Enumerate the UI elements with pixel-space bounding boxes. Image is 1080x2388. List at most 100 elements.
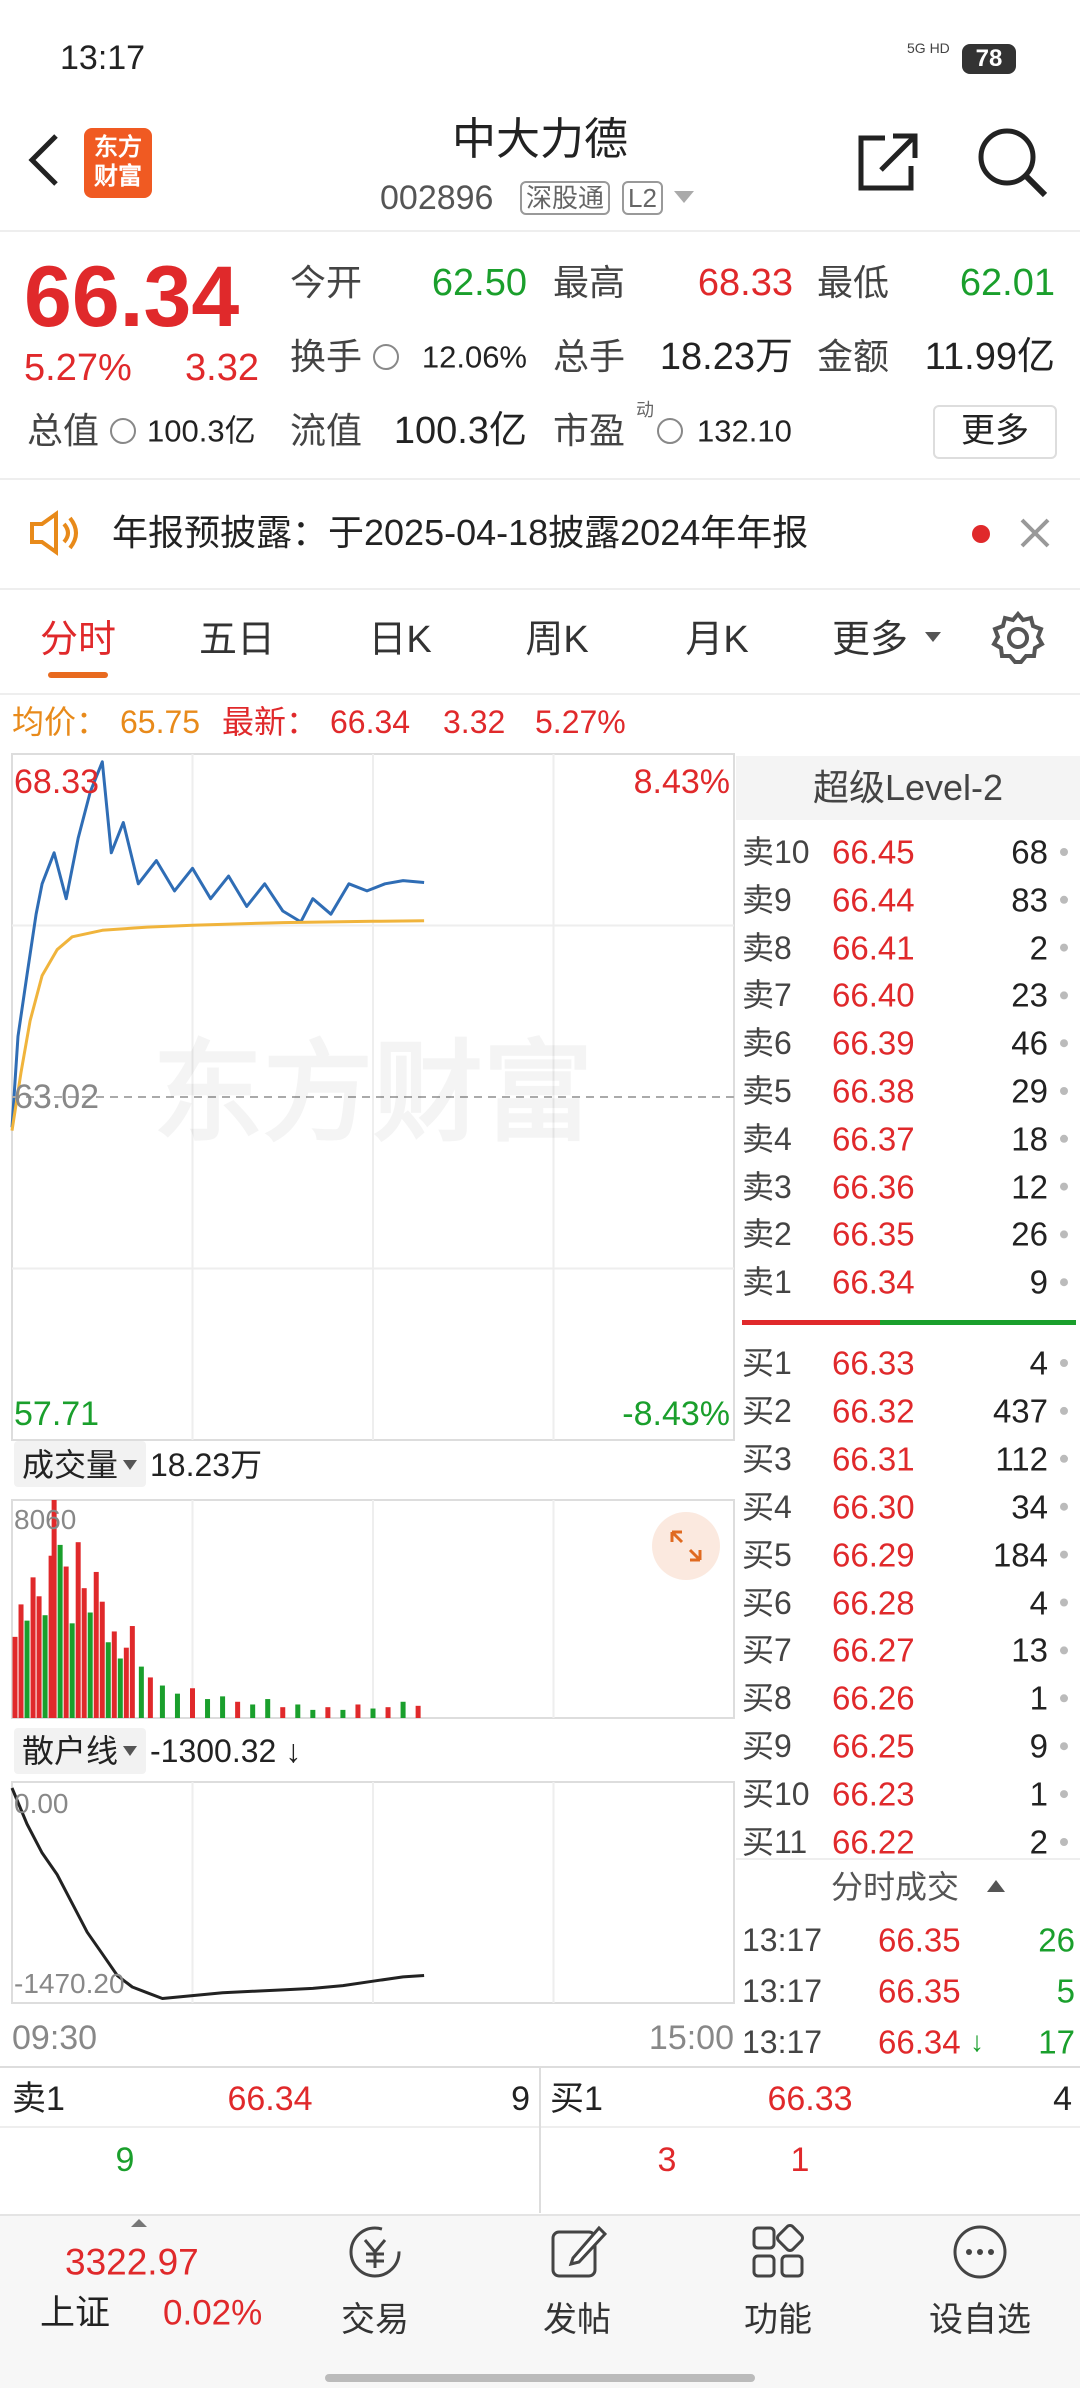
status-network: 5G HD (907, 40, 950, 56)
tab[interactable]: 分时 (39, 619, 117, 661)
stat-label: 总手 (553, 336, 626, 377)
y2-tick-label: 8.43% (633, 763, 730, 801)
volume-bar (57, 1544, 63, 1718)
post-icon[interactable] (547, 2222, 607, 2282)
book-price: 66.25 (832, 1727, 915, 1765)
trade-price: 66.35 (878, 1972, 961, 2010)
back-button[interactable] (24, 130, 64, 190)
volume-bar (42, 1615, 48, 1718)
book-dot (1060, 991, 1068, 1000)
nav-label[interactable]: 设自选 (929, 2301, 1031, 2339)
book-volume: 13 (1011, 1631, 1048, 1669)
more-button[interactable] (933, 405, 1057, 459)
close-button[interactable] (1018, 516, 1052, 550)
nav-label[interactable]: 功能 (744, 2301, 812, 2339)
tab[interactable]: 五日 (198, 619, 276, 661)
divider (736, 1858, 1080, 1860)
bid1-volume: 4 (1053, 2080, 1072, 2118)
book-volume: 2 (1029, 929, 1048, 967)
book-label: 卖1 (742, 1264, 792, 1301)
book-label: 卖10 (742, 834, 810, 870)
indicator-value: -1300.32 ↓ (150, 1733, 302, 1769)
book-label: 卖5 (742, 1073, 792, 1109)
info-icon[interactable] (110, 418, 136, 444)
notice-bar[interactable] (0, 478, 1080, 590)
change-pct: 5.27% (24, 347, 132, 389)
book-price: 66.41 (832, 929, 915, 967)
info-icon[interactable] (373, 344, 399, 370)
book-price: 66.36 (832, 1168, 915, 1206)
volume-bar (235, 1701, 241, 1718)
watchlist-icon[interactable] (950, 2222, 1010, 2282)
line-series (10, 919, 425, 1131)
info-icon[interactable] (657, 418, 683, 444)
trade-time: 13:17 (742, 1973, 823, 2009)
volume-bar (250, 1704, 256, 1718)
nav-label[interactable]: 交易 (341, 2301, 409, 2339)
index-value[interactable]: 3322.97 (65, 2241, 199, 2283)
volume-bar (129, 1626, 135, 1718)
volume-bar (340, 1709, 346, 1718)
book-volume: 12 (1011, 1168, 1048, 1206)
indicator-selector[interactable] (14, 1728, 146, 1774)
tab-indicator (48, 672, 108, 678)
book-volume: 1 (1029, 1679, 1048, 1717)
indicator-selector[interactable] (14, 1441, 146, 1487)
ask-bar (742, 1320, 880, 1325)
stat-label: 总值 (27, 410, 100, 451)
tab[interactable]: 月K (685, 619, 749, 661)
tab[interactable]: 周K (525, 619, 589, 661)
stat-label: 流值 (290, 410, 363, 451)
book-price: 66.34 (832, 1263, 915, 1301)
volume-bar (24, 1620, 30, 1718)
book-dot (1060, 1550, 1068, 1559)
stat-value: 62.50 (431, 262, 527, 304)
volume-bar (18, 1604, 24, 1718)
y-tick-label: -1470.20 (14, 1968, 125, 1999)
volume-bar (87, 1612, 93, 1718)
stat-label: 最低 (817, 262, 890, 303)
stat-value: 11.99亿 (924, 336, 1055, 378)
volume-bar (310, 1709, 316, 1718)
search-button[interactable] (975, 125, 1050, 200)
book-volume: 1 (1029, 1775, 1048, 1813)
function-icon[interactable] (748, 2222, 808, 2282)
stat-value: 132.10 (697, 413, 792, 449)
volume-bar (147, 1677, 153, 1718)
book-dot (1060, 1039, 1068, 1048)
change: 3.32 (185, 347, 259, 389)
book-volume: 184 (992, 1536, 1048, 1574)
book-dot (1060, 1742, 1068, 1751)
dropdown-arrow (123, 1746, 137, 1756)
book-label: 买5 (742, 1536, 792, 1573)
trade-time: 13:17 (742, 1922, 823, 1958)
book-dot (1060, 848, 1068, 856)
trades-title[interactable]: 分时成交 (830, 1869, 960, 1905)
expand-button[interactable] (652, 1512, 720, 1580)
volume-bar (51, 1500, 57, 1718)
stat-label: 最高 (553, 262, 626, 303)
book-dot (1060, 1646, 1068, 1655)
book-dot (1060, 1406, 1068, 1415)
tab[interactable]: 更多 (831, 619, 909, 661)
book-price: 66.22 (832, 1823, 915, 1861)
book-label: 买4 (742, 1488, 792, 1525)
trade-icon[interactable] (345, 2222, 405, 2282)
volume-bar (220, 1696, 226, 1718)
book-price: 66.33 (832, 1344, 915, 1382)
bid-queue-order: 3 (657, 2141, 677, 2179)
stat-value: 62.01 (959, 262, 1055, 304)
volume-bar (117, 1658, 123, 1718)
dropdown-arrow[interactable] (672, 188, 696, 208)
share-button[interactable] (855, 130, 920, 195)
book-dot (1060, 943, 1068, 952)
book-volume: 9 (1029, 1263, 1048, 1301)
settings-button[interactable] (990, 610, 1046, 666)
y-tick-label: 68.33 (14, 763, 100, 801)
book-label: 买9 (742, 1728, 792, 1765)
book-price: 66.31 (832, 1440, 915, 1478)
nav-label[interactable]: 发帖 (543, 2301, 611, 2339)
tab[interactable]: 日K (368, 619, 432, 661)
book-label: 卖9 (742, 881, 792, 918)
